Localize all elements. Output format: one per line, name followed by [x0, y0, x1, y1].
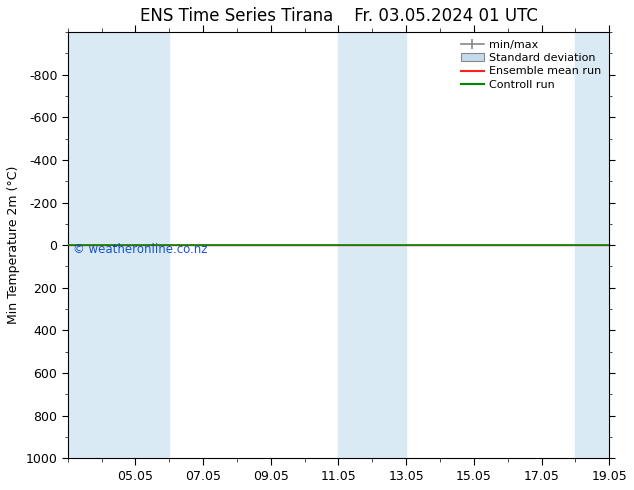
- Bar: [575, 32, 609, 458]
- Legend: min/max, Standard deviation, Ensemble mean run, Controll run: min/max, Standard deviation, Ensemble me…: [457, 35, 606, 94]
- Y-axis label: Min Temperature 2m (°C): Min Temperature 2m (°C): [7, 166, 20, 324]
- Text: © weatheronline.co.nz: © weatheronline.co.nz: [73, 243, 208, 256]
- Bar: [339, 32, 406, 458]
- Title: ENS Time Series Tirana    Fr. 03.05.2024 01 UTC: ENS Time Series Tirana Fr. 03.05.2024 01…: [139, 7, 538, 25]
- Bar: [68, 32, 169, 458]
